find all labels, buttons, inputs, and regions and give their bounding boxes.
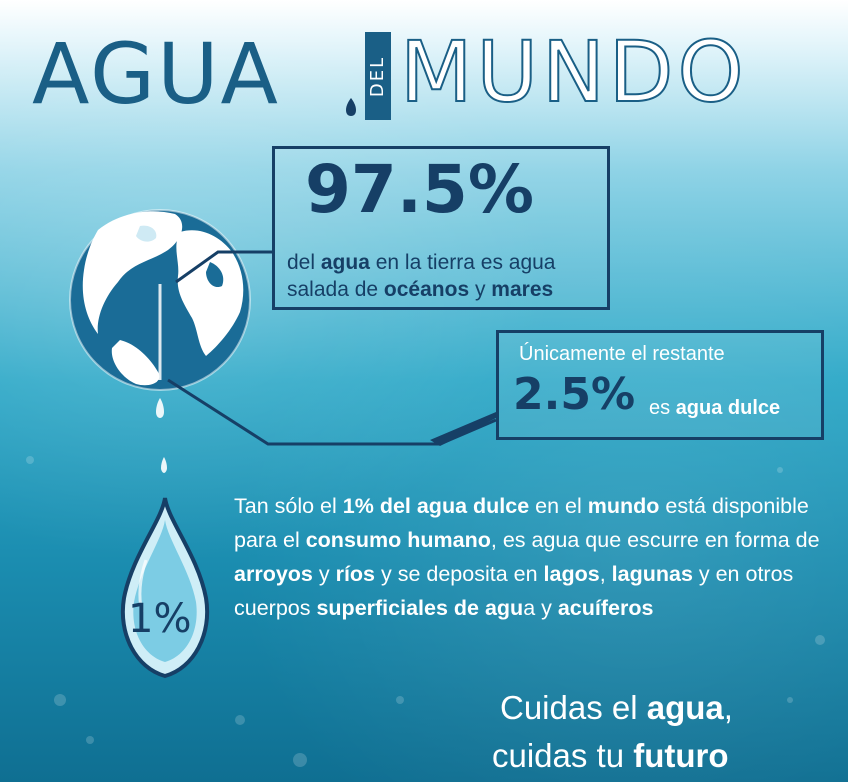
saltwater-description: del agua en la tierra es agua salada de … (287, 249, 607, 304)
connector-wedge (430, 412, 496, 446)
saltwater-stat-box: 97.5% del agua en la tierra es agua sala… (272, 146, 610, 310)
page-title: AGUA DEL MUNDO (32, 22, 832, 132)
small-drop-icon (156, 398, 164, 418)
text-fragment: es (649, 397, 676, 419)
text-bold-fragment: mundo (587, 494, 660, 518)
text-bold-fragment: mares (491, 278, 554, 302)
text-fragment: y (469, 278, 492, 302)
text-fragment: Cuidas el (500, 689, 647, 726)
text-bold-fragment: superficiales de agu (316, 595, 524, 620)
text-bold-fragment: océanos (383, 278, 470, 302)
title-word-del: DEL (367, 55, 389, 97)
title-word-agua: AGUA (32, 25, 281, 123)
slogan-line-1: Cuidas el agua, (500, 689, 733, 726)
freshwater-paragraph: Tan sólo el 1% del agua dulce en el mund… (234, 490, 838, 626)
text-fragment: está disponible para el (234, 494, 809, 552)
text-bold-fragment: 1% del agua dulce (342, 494, 530, 518)
freshwater-percentage: 2.5% (513, 369, 636, 420)
text-fragment: del (287, 251, 321, 274)
text-fragment: y (312, 561, 336, 586)
text-bold-fragment: ríos (335, 561, 376, 586)
text-fragment: y se deposita en (375, 561, 544, 586)
bubble-decoration (26, 456, 825, 767)
text-fragment: Tan sólo el (234, 494, 343, 518)
connector-line-1 (175, 250, 272, 284)
text-bold-fragment: lagunas (611, 561, 693, 586)
large-water-drop-icon (120, 497, 210, 679)
drop-percentage-label: 1% (128, 596, 192, 642)
freshwater-stat-box: Únicamente el restante 2.5% es agua dulc… (496, 330, 824, 440)
text-bold-fragment: lagos (543, 561, 600, 586)
saltwater-percentage: 97.5% (305, 151, 534, 228)
text-fragment: en el (529, 494, 588, 518)
text-bold-fragment: agua (320, 251, 370, 274)
title-word-del-box: DEL (365, 32, 391, 120)
text-fragment: y en otros cuerpos (234, 561, 794, 620)
tiny-drop-icon (161, 457, 167, 473)
freshwater-suffix: es agua dulce (649, 397, 780, 420)
title-drop-icon (346, 98, 356, 116)
slogan-line-2: cuidas tu futuro (492, 732, 733, 780)
slogan: Cuidas el agua, cuidas tu futuro (492, 684, 733, 780)
text-bold-fragment: arroyos (234, 561, 313, 586)
title-word-mundo: MUNDO (399, 23, 748, 121)
freshwater-lead-text: Únicamente el restante (519, 343, 725, 365)
text-fragment: a y (523, 595, 558, 620)
text-bold-fragment: agua (646, 689, 724, 726)
text-fragment: , (723, 689, 733, 726)
text-fragment: en la tierra es agua salada de (287, 251, 556, 302)
text-bold-fragment: agua dulce (675, 397, 781, 419)
text-fragment: , es agua que escurre en forma de (490, 527, 820, 552)
text-fragment: , (599, 561, 612, 586)
text-bold-fragment: consumo humano (305, 527, 491, 552)
text-fragment: cuidas tu (492, 736, 634, 774)
text-bold-fragment: futuro (633, 736, 729, 774)
text-bold-fragment: acuíferos (557, 595, 654, 620)
